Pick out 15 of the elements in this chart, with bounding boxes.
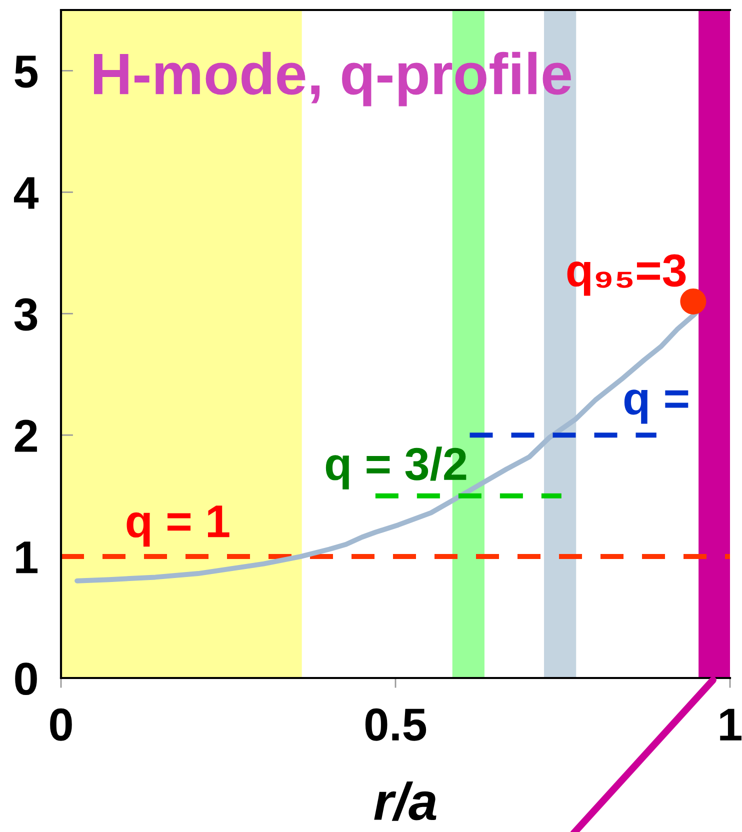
series-label: q = xyxy=(624,390,688,424)
x-tick-label: 0.5 xyxy=(365,708,426,741)
y-tick-label: 1 xyxy=(16,542,38,574)
series-label: q₉₅=3 xyxy=(567,254,686,296)
y-tick-label: 0 xyxy=(15,662,37,696)
x-tick-label: 0 xyxy=(50,708,72,741)
y-tick-label: 2 xyxy=(14,420,37,452)
y-tick-label: 4 xyxy=(14,177,39,209)
x-tick-label: 1 xyxy=(720,708,742,740)
x-axis-title: r/a xyxy=(374,782,436,821)
text: H-mode, q-profile xyxy=(94,52,571,106)
y-tick-label: 5 xyxy=(14,56,38,88)
ref-line-label: q = 1 xyxy=(126,506,230,547)
series-label: q = 3/2 xyxy=(326,446,466,490)
y-tick-label: 3 xyxy=(14,298,38,331)
